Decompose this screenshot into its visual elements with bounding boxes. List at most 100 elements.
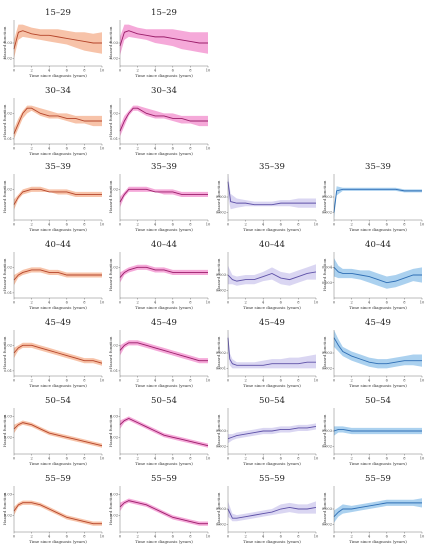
hazard-panel: 35–39 0 2 4 6 8 10 0.002 0.003 Hazard function Tim…	[322, 157, 426, 234]
x-tick-label: 8	[403, 301, 406, 305]
confidence-band	[14, 105, 102, 139]
y-tick-label: 0.02	[110, 188, 118, 192]
axis-lines	[119, 408, 208, 455]
x-tick-label: 8	[83, 301, 86, 305]
y-tick-label: 0.02	[110, 57, 118, 61]
panel-title: 45–49	[45, 318, 71, 328]
x-tick-label: 2	[244, 223, 246, 227]
hazard-line	[13, 269, 102, 281]
x-axis-label: Time since diagnosis (years)	[349, 383, 407, 388]
x-tick-label: 4	[48, 147, 51, 151]
x-tick-label: 2	[136, 457, 138, 461]
x-tick-label: 2	[30, 69, 32, 73]
x-tick-label: 8	[189, 147, 192, 151]
x-tick-label: 6	[386, 379, 389, 383]
confidence-band	[228, 423, 316, 444]
y-tick-label: 0.003	[322, 281, 333, 285]
panel-title: 15–29	[45, 8, 71, 18]
x-tick-label: 2	[244, 301, 246, 305]
hazard-panel: 40–44 0 2 4 6 8 10 0.02 Hazard function Time sinc…	[108, 235, 212, 312]
x-tick-label: 8	[189, 69, 192, 73]
y-tick-label: 0.02	[110, 112, 118, 116]
x-tick-label: 6	[172, 379, 175, 383]
y-tick-label: 0.03	[4, 415, 13, 419]
x-tick-label: 4	[368, 301, 371, 305]
x-tick-label: 4	[154, 223, 157, 227]
axis-lines	[119, 486, 208, 533]
x-tick-label: 6	[280, 535, 283, 539]
x-axis-label: Time since diagnosis (years)	[135, 227, 193, 232]
panel-title: 45–49	[365, 318, 391, 328]
x-tick-label: 6	[66, 301, 69, 305]
y-tick-label: 0.01	[110, 137, 118, 141]
x-axis-label: Time since diagnosis (years)	[135, 383, 193, 388]
x-tick-label: 2	[244, 535, 246, 539]
x-tick-label: 10	[420, 535, 425, 539]
x-tick-label: 8	[189, 223, 192, 227]
y-axis-label: Hazard function	[216, 336, 221, 369]
x-tick-label: 6	[66, 457, 69, 461]
panel-title: 30–34	[151, 86, 177, 96]
hazard-panel: 45–49 0 2 4 6 8 10 0.01 0.02 Hazard function Time …	[2, 313, 106, 390]
hazard-panel: 40–44 0 2 4 6 8 10 0.01 0.02 Hazard function Time …	[2, 235, 106, 312]
x-tick-label: 0	[13, 457, 16, 461]
panel-title: 40–44	[151, 240, 177, 250]
y-tick-label: 0.02	[4, 344, 12, 348]
x-axis-label: Time since diagnosis (years)	[29, 305, 87, 310]
x-tick-label: 6	[280, 379, 283, 383]
y-tick-label: 0.01	[4, 137, 12, 141]
x-tick-label: 4	[48, 457, 51, 461]
confidence-band	[228, 330, 316, 369]
x-tick-label: 10	[100, 457, 105, 461]
x-tick-label: 6	[66, 147, 69, 151]
x-tick-label: 0	[119, 379, 122, 383]
x-tick-label: 4	[368, 223, 371, 227]
x-tick-label: 0	[119, 535, 122, 539]
y-axis-label: Hazard function	[322, 180, 327, 213]
x-tick-label: 10	[206, 535, 211, 539]
y-axis-label: Hazard function	[2, 492, 7, 525]
x-tick-label: 4	[262, 223, 265, 227]
y-axis-label: Hazard function	[322, 492, 327, 525]
panel-title: 50–54	[45, 396, 71, 406]
x-tick-label: 4	[154, 301, 157, 305]
x-tick-label: 8	[83, 69, 86, 73]
x-tick-label: 6	[280, 301, 283, 305]
x-tick-label: 8	[83, 147, 86, 151]
panel-title: 15–29	[151, 8, 177, 18]
x-tick-label: 8	[189, 379, 192, 383]
panel-title: 40–44	[259, 240, 285, 250]
hazard-panel: 35–39 0 2 4 6 8 10 0.002 0.003 Hazard function Tim…	[216, 157, 320, 234]
x-tick-label: 6	[172, 457, 175, 461]
x-tick-label: 8	[83, 223, 86, 227]
hazard-line	[119, 188, 208, 203]
y-axis-label: Hazard function	[322, 258, 327, 291]
y-tick-label: 0.003	[322, 429, 333, 433]
x-tick-label: 10	[100, 69, 105, 73]
y-tick-label: 0.03	[110, 415, 119, 419]
x-tick-label: 8	[297, 301, 300, 305]
y-tick-label: 0.02	[4, 266, 12, 270]
panel-title: 35–39	[151, 162, 177, 172]
panel-title: 50–54	[365, 396, 391, 406]
x-tick-label: 0	[227, 379, 230, 383]
x-axis-label: Time since diagnosis (years)	[29, 227, 87, 232]
hazard-line	[333, 502, 422, 517]
hazard-line	[333, 267, 422, 284]
x-tick-label: 10	[420, 457, 425, 461]
x-tick-label: 8	[297, 223, 300, 227]
confidence-band	[120, 498, 208, 526]
x-tick-label: 6	[172, 301, 175, 305]
y-axis-label: Hazard function	[216, 258, 221, 291]
x-tick-label: 2	[244, 379, 246, 383]
